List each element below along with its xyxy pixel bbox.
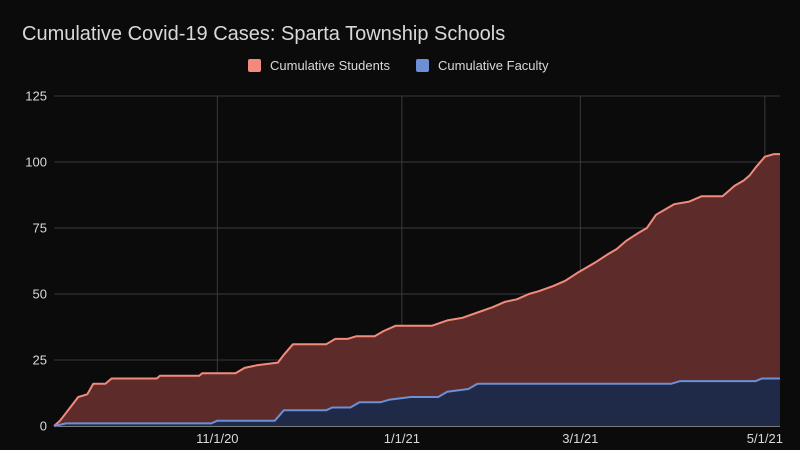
line-students	[53, 153, 780, 427]
y-axis: 0 25 50 75 100 125	[25, 89, 47, 434]
legend-swatch-faculty	[416, 59, 429, 72]
y-tick-label: 25	[33, 353, 47, 368]
y-tick-label: 100	[25, 155, 47, 170]
area-students	[54, 154, 780, 426]
x-tick-label: 1/1/21	[384, 431, 420, 446]
legend: Cumulative Students Cumulative Faculty	[248, 58, 549, 73]
legend-swatch-students	[248, 59, 261, 72]
legend-label-students: Cumulative Students	[270, 58, 390, 73]
y-tick-label: 50	[33, 287, 47, 302]
area-faculty	[54, 378, 780, 426]
line-faculty	[53, 377, 780, 427]
x-axis: 11/1/20 1/1/21 3/1/21 5/1/21	[196, 431, 783, 446]
x-tick-label: 5/1/21	[747, 431, 783, 446]
chart-title: Cumulative Covid-19 Cases: Sparta Townsh…	[22, 23, 505, 45]
y-tick-label: 125	[25, 89, 47, 104]
plot-areas	[54, 154, 780, 426]
x-tick-label: 11/1/20	[196, 431, 238, 446]
x-tick-label: 3/1/21	[562, 431, 598, 446]
y-tick-label: 0	[40, 419, 47, 434]
y-tick-label: 75	[33, 221, 47, 236]
legend-label-faculty: Cumulative Faculty	[438, 58, 549, 73]
plot-lines	[53, 153, 780, 427]
